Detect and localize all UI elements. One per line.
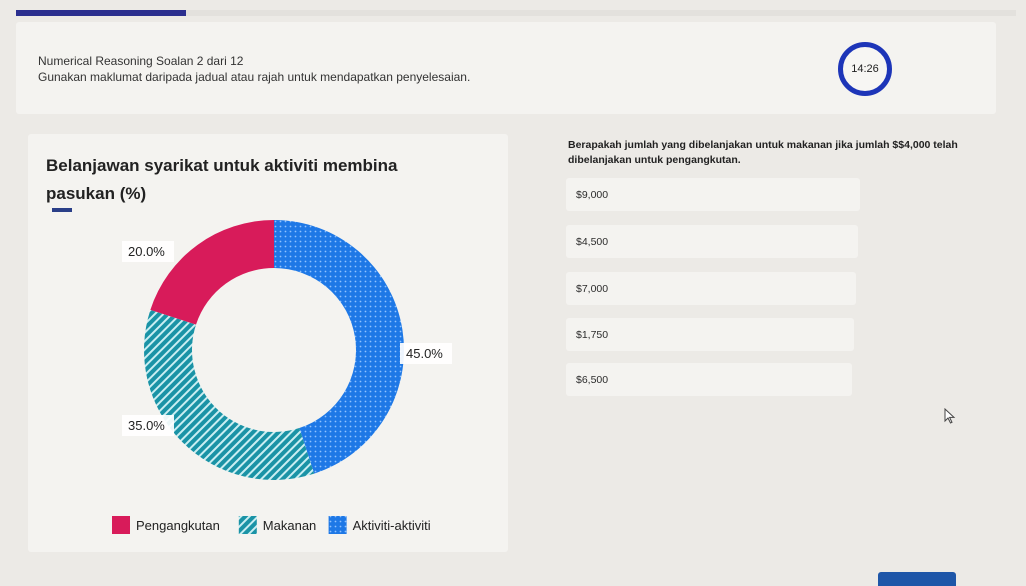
answer-option-5[interactable]: $6,500 — [566, 363, 852, 396]
legend-swatch-pengangkutan — [112, 516, 130, 534]
donut-chart: 20.0% 35.0% 45.0% Pengangkutan Makanan Aktiv… — [112, 220, 452, 534]
legend-label-makanan: Makanan — [263, 518, 316, 533]
timer-value: 14:26 — [851, 63, 879, 75]
question-instruction: Gunakan maklumat daripada jadual atau ra… — [38, 70, 471, 84]
donut-slice-makanan — [144, 309, 315, 480]
svg-text:20.0%: 20.0% — [128, 244, 165, 259]
svg-text:35.0%: 35.0% — [128, 418, 165, 433]
legend-label-aktiviti-aktiviti: Aktiviti-aktiviti — [353, 518, 431, 533]
svg-text:45.0%: 45.0% — [406, 346, 443, 361]
question-text: Berapakah jumlah yang dibelanjakan untuk… — [568, 139, 958, 166]
chart-card: Belanjawan syarikat untuk aktiviti membi… — [28, 134, 508, 552]
title-accent-bar — [52, 208, 72, 212]
answer-option-2[interactable]: $4,500 — [566, 225, 858, 258]
legend-swatch-aktiviti-aktiviti — [328, 516, 347, 534]
progress-bar — [16, 10, 1016, 16]
legend-label-pengangkutan: Pengangkutan — [136, 518, 220, 533]
countdown-timer: 14:26 — [838, 42, 892, 96]
slice-label-pengangkutan: 20.0% — [122, 241, 174, 262]
slice-label-aktiviti-aktiviti: 45.0% — [400, 343, 452, 364]
donut-slice-pengangkutan — [150, 220, 274, 325]
question-number: Numerical Reasoning Soalan 2 dari 12 — [38, 54, 244, 68]
legend-swatch-makanan — [238, 516, 257, 534]
question-header: Numerical Reasoning Soalan 2 dari 12 Gun… — [16, 22, 996, 114]
slice-label-makanan: 35.0% — [122, 415, 174, 436]
mouse-cursor-icon — [944, 408, 956, 424]
answer-option-3[interactable]: $7,000 — [566, 272, 856, 305]
next-button[interactable] — [878, 572, 956, 586]
donut-slice-aktiviti-aktiviti — [274, 220, 404, 474]
answer-option-4[interactable]: $1,750 — [566, 318, 854, 351]
progress-bar-fill — [16, 10, 186, 16]
chart-title: Belanjawan syarikat untuk aktiviti membi… — [46, 156, 398, 203]
answer-option-1[interactable]: $9,000 — [566, 178, 860, 211]
